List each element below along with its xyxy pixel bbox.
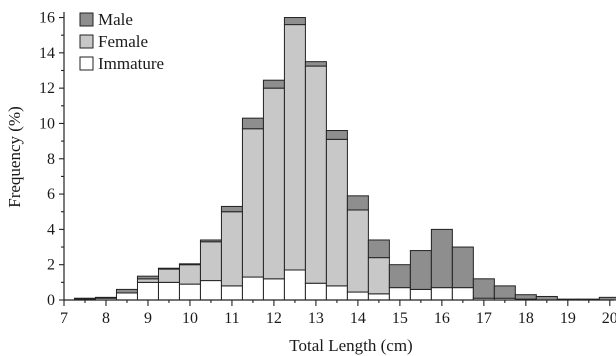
x-tick-label-4: 11 [224,310,239,327]
legend-label-male: Male [98,10,133,29]
x-axis-label: Total Length (cm) [289,336,412,355]
legend-swatch-immature [79,56,94,71]
bar-male-7 [220,205,243,213]
bar-immature-8 [241,276,264,301]
bar-immature-7 [220,285,243,301]
bar-immature-3 [136,281,159,301]
bar-immature-13 [346,291,369,301]
bar-male-0 [74,297,96,300]
bar-immature-16 [409,288,432,301]
y-tick-label-8: 16 [39,10,55,27]
y-tick-label-7: 14 [39,45,55,62]
y-tick-label-5: 10 [39,115,55,132]
bar-immature-10 [283,269,306,301]
bar-male-10 [283,17,306,26]
bar-immature-18 [451,287,474,301]
x-tick-label-11: 18 [518,310,534,327]
bar-immature-4 [157,281,180,301]
bar-male-4 [157,267,180,270]
bar-immature-2 [115,292,138,301]
x-tick-label-10: 17 [476,310,492,327]
axes-layer [63,12,614,301]
bar-immature-17 [430,287,453,301]
bar-immature-12 [325,285,348,301]
bar-male-8 [241,117,264,130]
x-tick-label-0: 7 [60,310,68,327]
bar-immature-14 [367,293,390,301]
bar-female-13 [346,209,369,293]
bar-male-20 [493,285,516,299]
y-ticks: 0 2 4 6 8 10 12 14 16 [39,10,64,309]
bar-male-14 [367,239,390,259]
y-tick-label-6: 12 [39,80,55,97]
bar-male-6 [199,239,222,243]
bar-immature-6 [199,280,222,301]
x-tick-label-2: 9 [144,310,152,327]
y-tick-label-2: 4 [47,221,55,238]
legend-label-female: Female [98,32,148,51]
x-tick-label-6: 13 [308,310,324,327]
y-tick-label-3: 6 [47,186,55,203]
bar-female-4 [157,268,180,283]
bar-male-1 [94,296,117,299]
x-tick-label-1: 8 [102,310,110,327]
bar-male-17 [430,228,453,289]
bar-male-3 [136,275,159,280]
bar-immature-15 [388,287,411,301]
x-tick-label-3: 10 [182,310,198,327]
bar-male-18 [451,246,474,289]
bar-male-13 [346,195,369,211]
y-tick-label-0: 0 [47,292,55,309]
bar-female-5 [178,264,201,285]
x-tick-label-13: 20 [602,310,616,327]
bar-female-9 [262,87,285,280]
bar-male-11 [304,61,327,67]
bar-female-8 [241,128,264,278]
y-tick-label-4: 8 [47,151,55,168]
bar-male-9 [262,79,285,89]
legend-swatch-female [79,34,94,49]
bar-female-14 [367,257,390,295]
y-axis-label: Frequency (%) [5,106,24,208]
legend-swatch-male [79,12,94,27]
x-ticks: 7 8 9 10 11 12 13 14 15 16 17 18 19 20 [60,300,616,327]
x-tick-label-5: 12 [266,310,282,327]
x-tick-label-12: 19 [560,310,576,327]
bar-male-19 [472,278,495,299]
bar-female-12 [325,138,348,287]
legend-label-immature: Immature [98,54,164,73]
bar-female-11 [304,65,327,284]
bar-female-7 [220,211,243,287]
bar-female-3 [136,278,159,283]
bar-male-5 [178,263,201,266]
x-tick-label-9: 16 [434,310,450,327]
x-tick-label-8: 15 [392,310,408,327]
bar-male-16 [409,250,432,290]
y-tick-label-1: 2 [47,257,55,274]
x-tick-label-7: 14 [350,310,366,327]
bar-immature-5 [178,283,201,301]
bar-male-12 [325,130,348,140]
bar-immature-11 [304,282,327,301]
legend: Male Female Immature [79,10,164,73]
bar-female-10 [283,24,306,271]
bar-female-6 [199,241,222,282]
bar-male-15 [388,264,411,289]
bar-male-21 [514,294,537,300]
bar-immature-9 [262,278,285,301]
bar-male-2 [115,288,138,294]
